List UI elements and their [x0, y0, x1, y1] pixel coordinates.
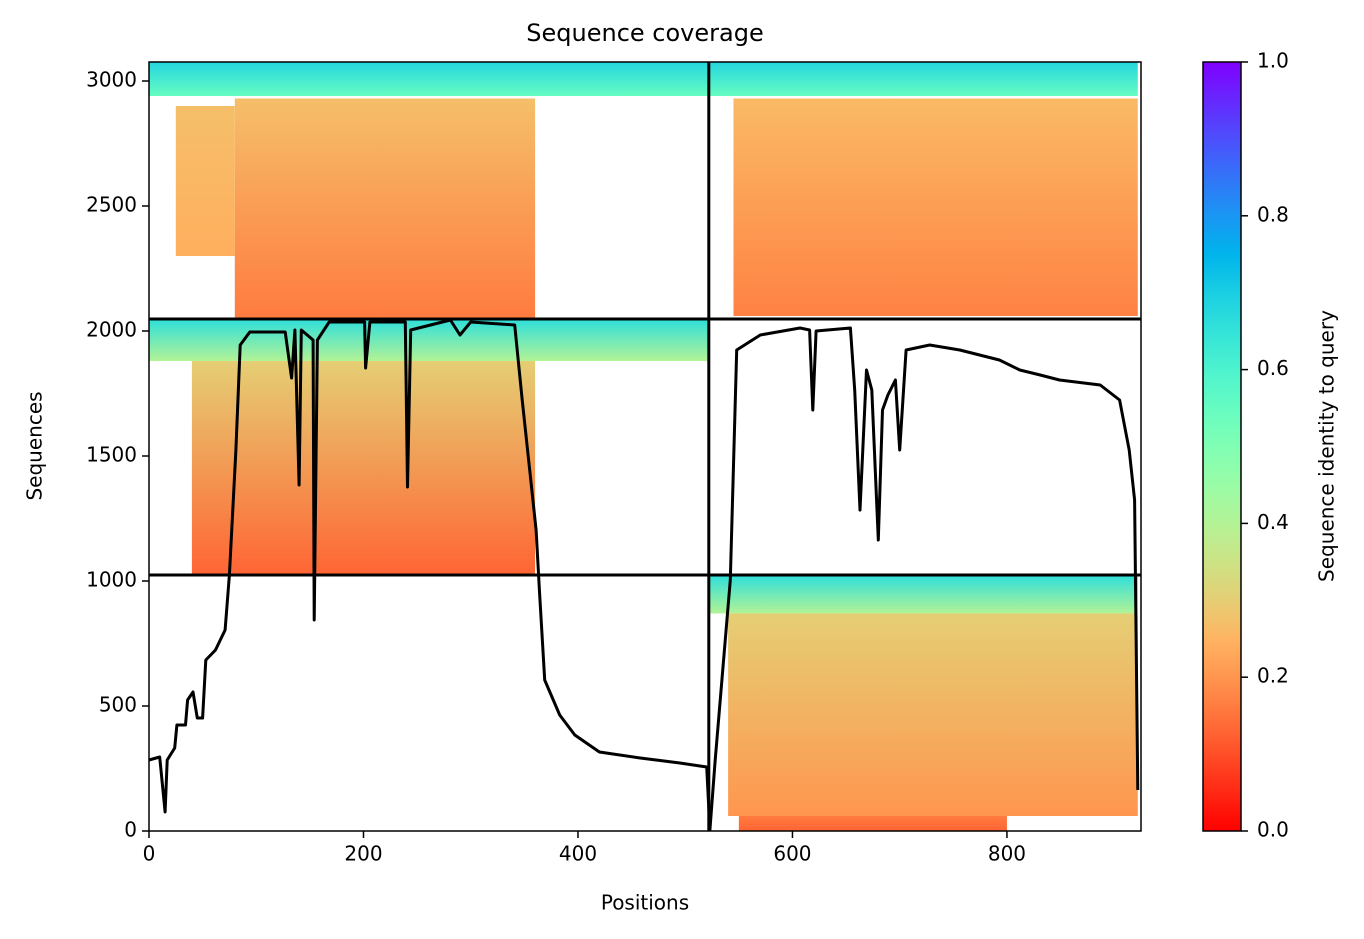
coverage-block: [733, 98, 1138, 316]
colorbar-tick-label: 1.0: [1257, 49, 1289, 73]
y-tick-label: 1000: [86, 568, 137, 592]
coverage-block: [708, 62, 1138, 96]
coverage-block: [191, 361, 536, 575]
x-tick-label: 600: [773, 842, 811, 866]
coverage-block: [175, 106, 235, 256]
y-tick-label: 2000: [86, 318, 137, 342]
coverage-line: [148, 318, 1140, 832]
x-tick-label: 200: [344, 842, 382, 866]
plot-frame: [148, 61, 1142, 832]
y-tick-label: 0: [124, 818, 137, 842]
coverage-block: [708, 575, 1138, 614]
x-tick-label: 800: [988, 842, 1026, 866]
x-axis-label: Positions: [601, 891, 689, 915]
colorbar-label: Sequence identity to query: [1315, 310, 1339, 582]
x-tick-label: 400: [559, 842, 597, 866]
chart-title: Sequence coverage: [526, 19, 763, 47]
colorbar-tick-label: 0.4: [1257, 510, 1289, 534]
coverage-block: [234, 98, 536, 319]
colorbar-tick-label: 0.0: [1257, 818, 1289, 842]
y-axis-label: Sequences: [23, 391, 47, 500]
colorbar-tick-label: 0.8: [1257, 202, 1289, 226]
colorbar-tick-label: 0.2: [1257, 664, 1289, 688]
y-tick-label: 500: [99, 693, 137, 717]
y-tick-label: 3000: [86, 68, 137, 92]
y-tick-label: 1500: [86, 443, 137, 467]
colorbar: [1202, 61, 1242, 832]
coverage-block: [738, 816, 1007, 831]
coverage-block: [149, 62, 709, 96]
coverage-block: [728, 613, 1138, 816]
colorbar-tick-label: 0.6: [1257, 356, 1289, 380]
y-tick-label: 2500: [86, 193, 137, 217]
x-tick-label: 0: [143, 842, 156, 866]
